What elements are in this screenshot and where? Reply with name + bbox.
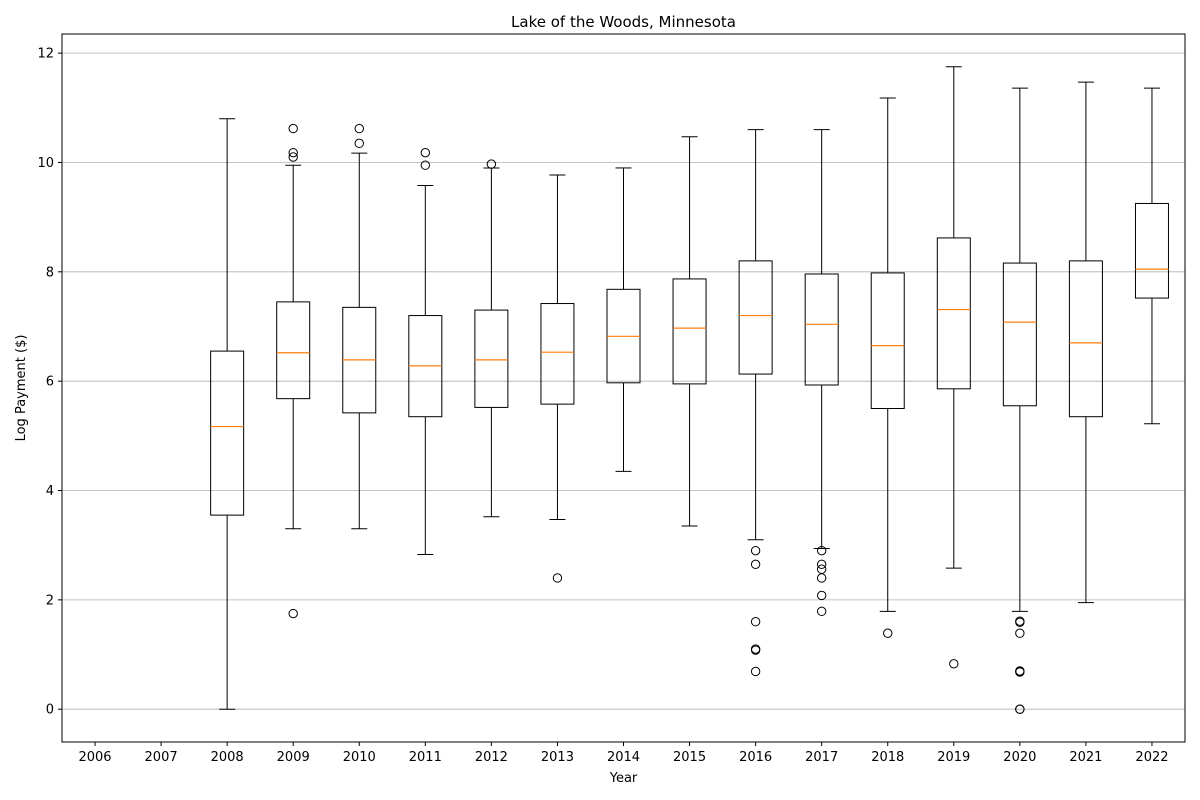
outlier-point [816, 590, 827, 601]
box-2021 [1068, 81, 1103, 604]
outlier-point [750, 617, 761, 627]
outlier-point [288, 152, 298, 162]
y-tick-label: 2 [46, 593, 54, 608]
box-2022 [1134, 87, 1169, 425]
outlier-point [750, 559, 761, 570]
outlier-point [552, 573, 563, 583]
outlier-point [750, 666, 761, 677]
y-tick-label: 4 [46, 484, 54, 499]
outlier-point [420, 160, 431, 170]
box-2017 [804, 129, 839, 617]
x-tick-label: 2008 [211, 750, 244, 765]
outlier-point [883, 628, 893, 638]
x-tick-label: 2007 [145, 750, 178, 765]
outlier-point [288, 608, 298, 619]
box-2011 [408, 147, 443, 555]
outlier-point [949, 659, 959, 669]
iqr-box [1068, 260, 1103, 418]
iqr-box [210, 350, 245, 516]
y-tick-label: 10 [37, 156, 54, 171]
x-tick-label: 2022 [1135, 750, 1168, 765]
y-axis-ticks: 0 2 4 6 8 10 12 [37, 47, 62, 718]
box-2010 [342, 123, 377, 530]
x-tick-label: 2018 [871, 750, 904, 765]
iqr-box [936, 237, 971, 390]
iqr-box [804, 273, 839, 386]
x-tick-label: 2015 [673, 750, 706, 765]
outlier-point [1015, 704, 1025, 714]
outlier-point [750, 645, 761, 655]
x-tick-label: 2011 [409, 750, 442, 765]
y-axis-label: Log Payment ($) [14, 335, 29, 442]
outlier-point [816, 573, 827, 583]
x-tick-label: 2016 [739, 750, 772, 765]
y-tick-label: 8 [46, 265, 54, 280]
iqr-box [738, 260, 773, 375]
x-tick-label: 2019 [937, 750, 970, 765]
outlier-point [1015, 617, 1025, 627]
box-2013 [540, 174, 575, 583]
x-tick-label: 2021 [1069, 750, 1102, 765]
outlier-point [816, 545, 827, 556]
iqr-box [870, 272, 905, 410]
outlier-point [288, 123, 298, 134]
box-2009 [276, 123, 311, 619]
x-tick-label: 2013 [541, 750, 574, 765]
x-axis-ticks: 2006 2007 2008 2009 2010 2011 2012 2013 2014 2015… [78, 742, 1169, 765]
x-tick-label: 2020 [1003, 750, 1036, 765]
outlier-point [288, 147, 298, 158]
outlier-point [354, 123, 364, 134]
outlier-point [354, 138, 364, 149]
iqr-box [540, 303, 575, 405]
outlier-point [816, 559, 827, 570]
x-tick-label: 2017 [805, 750, 838, 765]
x-tick-label: 2009 [277, 750, 310, 765]
box-2019 [936, 66, 971, 669]
chart-title: Lake of the Woods, Minnesota [511, 13, 736, 31]
outlier-point [420, 147, 431, 158]
outlier-point [1015, 667, 1025, 677]
y-tick-label: 6 [46, 375, 54, 390]
outlier-point [816, 606, 827, 617]
x-tick-label: 2014 [607, 750, 640, 765]
iqr-box [276, 301, 311, 400]
box-2012 [474, 159, 509, 518]
box-2016 [738, 129, 773, 677]
box-2015 [672, 136, 707, 527]
iqr-box [672, 278, 707, 385]
x-tick-label: 2006 [78, 750, 111, 765]
gridlines [62, 52, 1185, 710]
box-2014 [606, 167, 641, 472]
outlier-point [1015, 628, 1025, 638]
box-2008 [210, 118, 245, 710]
boxes [210, 66, 1169, 714]
box-2020 [1002, 87, 1037, 714]
iqr-box [1134, 202, 1169, 299]
outlier-point [750, 545, 761, 556]
x-tick-label: 2012 [475, 750, 508, 765]
y-tick-label: 12 [37, 47, 54, 62]
box-2018 [870, 97, 905, 638]
y-tick-label: 0 [46, 703, 54, 718]
x-tick-label: 2010 [343, 750, 376, 765]
outlier-point [816, 564, 827, 574]
x-axis-label: Year [609, 771, 638, 786]
iqr-box [1002, 262, 1037, 407]
outlier-point [486, 159, 497, 169]
iqr-box [474, 309, 509, 408]
